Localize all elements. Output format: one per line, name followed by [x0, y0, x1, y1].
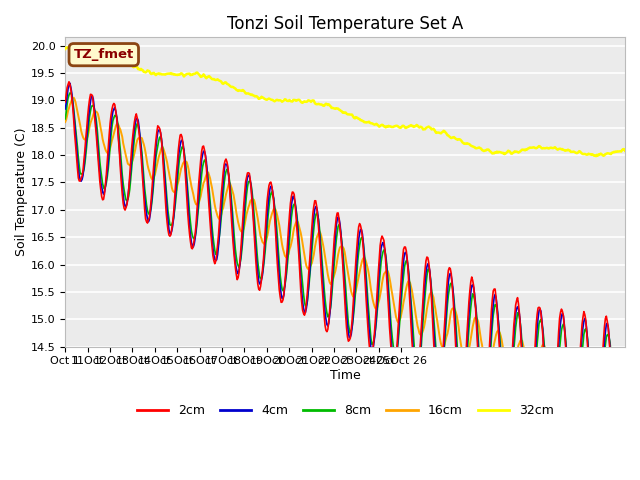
4cm	[316, 230, 323, 236]
16cm	[621, 407, 629, 412]
8cm	[316, 225, 323, 231]
4cm	[614, 458, 622, 464]
16cm	[436, 336, 444, 342]
Legend: 2cm, 4cm, 8cm, 16cm, 32cm: 2cm, 4cm, 8cm, 16cm, 32cm	[132, 399, 559, 422]
32cm	[316, 101, 323, 107]
2cm	[161, 194, 169, 200]
Y-axis label: Soil Temperature (C): Soil Temperature (C)	[15, 128, 28, 256]
32cm	[392, 123, 400, 129]
32cm	[61, 46, 69, 52]
8cm	[436, 379, 444, 385]
8cm	[392, 351, 400, 357]
4cm	[484, 383, 492, 388]
2cm	[61, 99, 69, 105]
4cm	[621, 380, 629, 385]
4cm	[392, 356, 400, 362]
16cm	[316, 228, 323, 234]
32cm	[621, 148, 629, 154]
2cm	[621, 364, 629, 370]
4cm	[61, 106, 69, 112]
8cm	[61, 116, 69, 122]
16cm	[161, 152, 169, 157]
8cm	[621, 392, 629, 398]
16cm	[61, 119, 69, 125]
Text: TZ_fmet: TZ_fmet	[74, 48, 134, 61]
16cm	[618, 414, 626, 420]
4cm	[161, 182, 169, 188]
32cm	[436, 130, 444, 136]
32cm	[161, 72, 169, 78]
2cm	[316, 237, 323, 243]
4cm	[206, 210, 214, 216]
Line: 4cm: 4cm	[65, 83, 625, 461]
Line: 8cm: 8cm	[65, 93, 625, 454]
16cm	[206, 175, 214, 181]
32cm	[484, 147, 492, 153]
2cm	[484, 378, 492, 384]
Line: 16cm: 16cm	[65, 97, 625, 417]
8cm	[206, 198, 214, 204]
4cm	[66, 80, 74, 86]
2cm	[614, 463, 621, 469]
8cm	[161, 175, 169, 180]
2cm	[65, 79, 73, 84]
16cm	[392, 314, 400, 320]
X-axis label: Time: Time	[330, 369, 360, 382]
4cm	[436, 385, 444, 391]
32cm	[63, 45, 71, 50]
Line: 2cm: 2cm	[65, 82, 625, 466]
32cm	[592, 153, 600, 159]
Title: Tonzi Soil Temperature Set A: Tonzi Soil Temperature Set A	[227, 15, 463, 33]
8cm	[484, 388, 492, 394]
8cm	[66, 90, 74, 96]
8cm	[614, 451, 622, 457]
Line: 32cm: 32cm	[65, 48, 625, 156]
2cm	[392, 356, 400, 361]
16cm	[70, 95, 77, 100]
32cm	[206, 74, 214, 80]
2cm	[206, 220, 214, 226]
16cm	[484, 371, 492, 376]
2cm	[436, 386, 444, 392]
